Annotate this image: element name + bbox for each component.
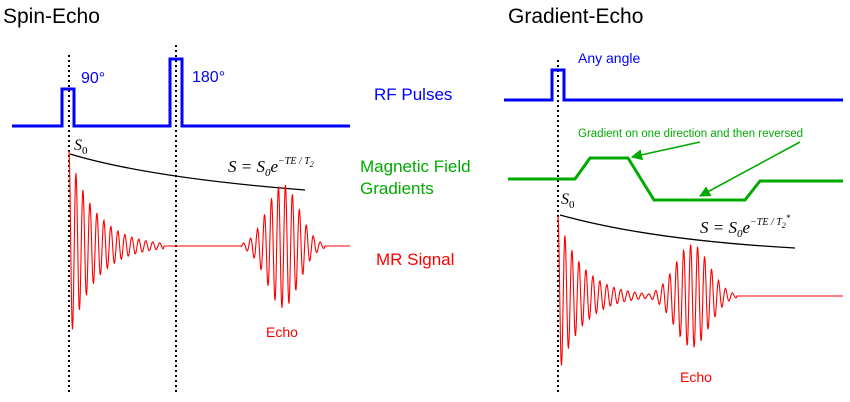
rf-pulses-label: RF Pulses	[374, 85, 452, 104]
spin-echo-title: Spin-Echo	[3, 5, 100, 28]
gradient-echo-panel: Gradient-Echo Any angle Gradient on one …	[504, 5, 843, 395]
spin-echo-90-label: 90°	[81, 70, 105, 87]
gradient-echo-t2star-decay-curve	[559, 214, 796, 249]
spin-echo-mr-signal	[68, 150, 350, 330]
magnetic-field-gradients-label-line1: Magnetic Field	[360, 157, 471, 176]
spin-echo-s0-label: S0	[74, 137, 88, 157]
gradient-echo-rf-pulse	[504, 68, 843, 102]
gradient-annotation-arrow-2	[699, 141, 801, 197]
spin-echo-180-label: 180°	[192, 69, 225, 86]
spin-echo-t2-decay-curve	[69, 153, 306, 191]
magnetic-field-gradients-label-line2: Gradients	[360, 179, 434, 198]
gradient-annotation: Gradient on one direction and then rever…	[578, 128, 803, 140]
spin-echo-panel: Spin-Echo 90° 180° S0 S = S0e−TE / T2 Ec…	[3, 5, 350, 395]
spin-echo-decay-equation: S = S0e−TE / T2	[228, 156, 314, 179]
gradient-waveform	[508, 156, 843, 202]
gradient-echo-decay-equation: S = S0e−TE / T2*	[700, 213, 791, 240]
gradient-echo-echo-label: Echo	[680, 369, 712, 385]
gradient-echo-s0-label: S0	[561, 191, 575, 211]
center-labels: RF Pulses Magnetic Field Gradients MR Si…	[360, 85, 471, 269]
gradient-annotation-arrow-1	[630, 141, 701, 161]
spin-echo-rf-pulse-train	[12, 57, 350, 128]
gradient-echo-pulse-label: Any angle	[578, 50, 640, 66]
gradient-echo-title: Gradient-Echo	[508, 5, 643, 28]
mr-signal-label: MR Signal	[376, 250, 454, 269]
spin-echo-echo-label: Echo	[266, 324, 298, 340]
gradient-echo-mr-signal	[557, 215, 843, 366]
